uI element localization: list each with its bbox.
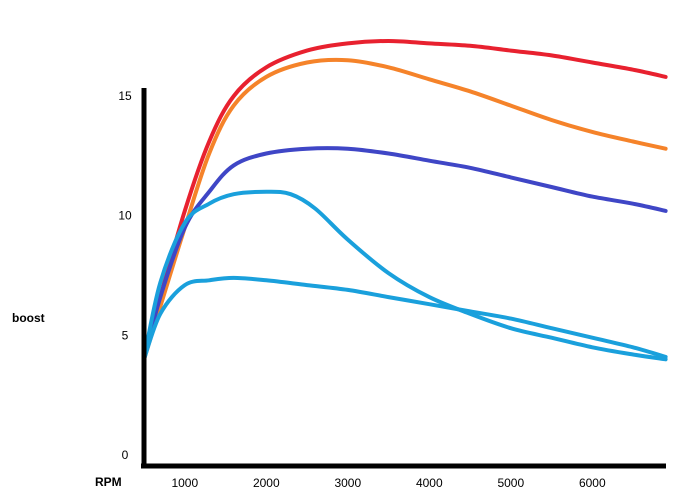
x-axis-title: RPM	[95, 475, 122, 489]
x-tick-label: 3000	[334, 476, 361, 490]
x-tick-label: 6000	[579, 476, 606, 490]
series-line-1	[142, 39, 668, 362]
x-tick-label: 4000	[416, 476, 443, 490]
y-tick-label: 10	[118, 209, 132, 223]
series-layer	[142, 39, 668, 362]
x-tick-label: 2000	[253, 476, 280, 490]
y-tick-label: 5	[122, 328, 129, 342]
y-tick-label: 15	[118, 89, 132, 103]
series-line-2	[142, 57, 668, 362]
y-tick-label: 0	[122, 448, 129, 462]
series-line-4	[142, 189, 668, 362]
tick-label-layer: 1000 2000 3000 4000 5000 6000 0 5 10 15	[118, 89, 606, 490]
y-axis-title: boost	[12, 311, 45, 325]
x-tick-label: 1000	[171, 476, 198, 490]
series-line-5	[142, 275, 668, 362]
x-tick-label: 5000	[497, 476, 524, 490]
